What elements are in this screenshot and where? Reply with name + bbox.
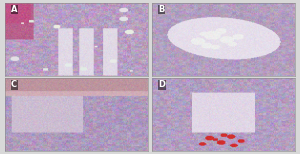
Text: B: B <box>158 5 164 14</box>
Text: D: D <box>158 80 165 89</box>
Text: A: A <box>11 5 18 14</box>
Text: C: C <box>11 80 17 89</box>
